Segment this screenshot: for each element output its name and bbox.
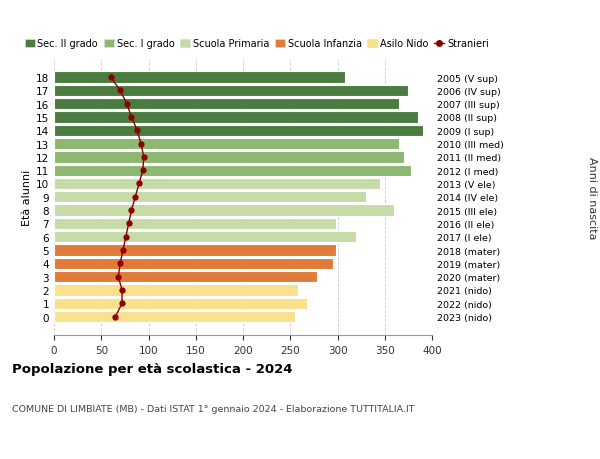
Y-axis label: Età alunni: Età alunni [22, 169, 32, 225]
Text: Anni di nascita: Anni di nascita [587, 156, 597, 239]
Bar [54, 311, 295, 323]
Bar [54, 179, 380, 190]
Bar [54, 139, 399, 150]
Bar [54, 165, 411, 176]
Bar [54, 285, 298, 296]
Bar [54, 271, 317, 283]
Bar [54, 218, 335, 230]
Bar [54, 99, 399, 110]
Bar [54, 192, 366, 203]
Bar [54, 298, 307, 309]
Text: Popolazione per età scolastica - 2024: Popolazione per età scolastica - 2024 [12, 363, 293, 375]
Bar [54, 245, 335, 256]
Bar [54, 85, 409, 97]
Bar [54, 258, 333, 269]
Bar [54, 125, 422, 137]
Bar [54, 72, 345, 84]
Bar [54, 152, 404, 163]
Bar [54, 205, 394, 216]
Bar [54, 232, 356, 243]
Legend: Sec. II grado, Sec. I grado, Scuola Primaria, Scuola Infanzia, Asilo Nido, Stran: Sec. II grado, Sec. I grado, Scuola Prim… [25, 39, 489, 49]
Text: COMUNE DI LIMBIATE (MB) - Dati ISTAT 1° gennaio 2024 - Elaborazione TUTTITALIA.I: COMUNE DI LIMBIATE (MB) - Dati ISTAT 1° … [12, 404, 415, 413]
Bar [54, 112, 418, 123]
